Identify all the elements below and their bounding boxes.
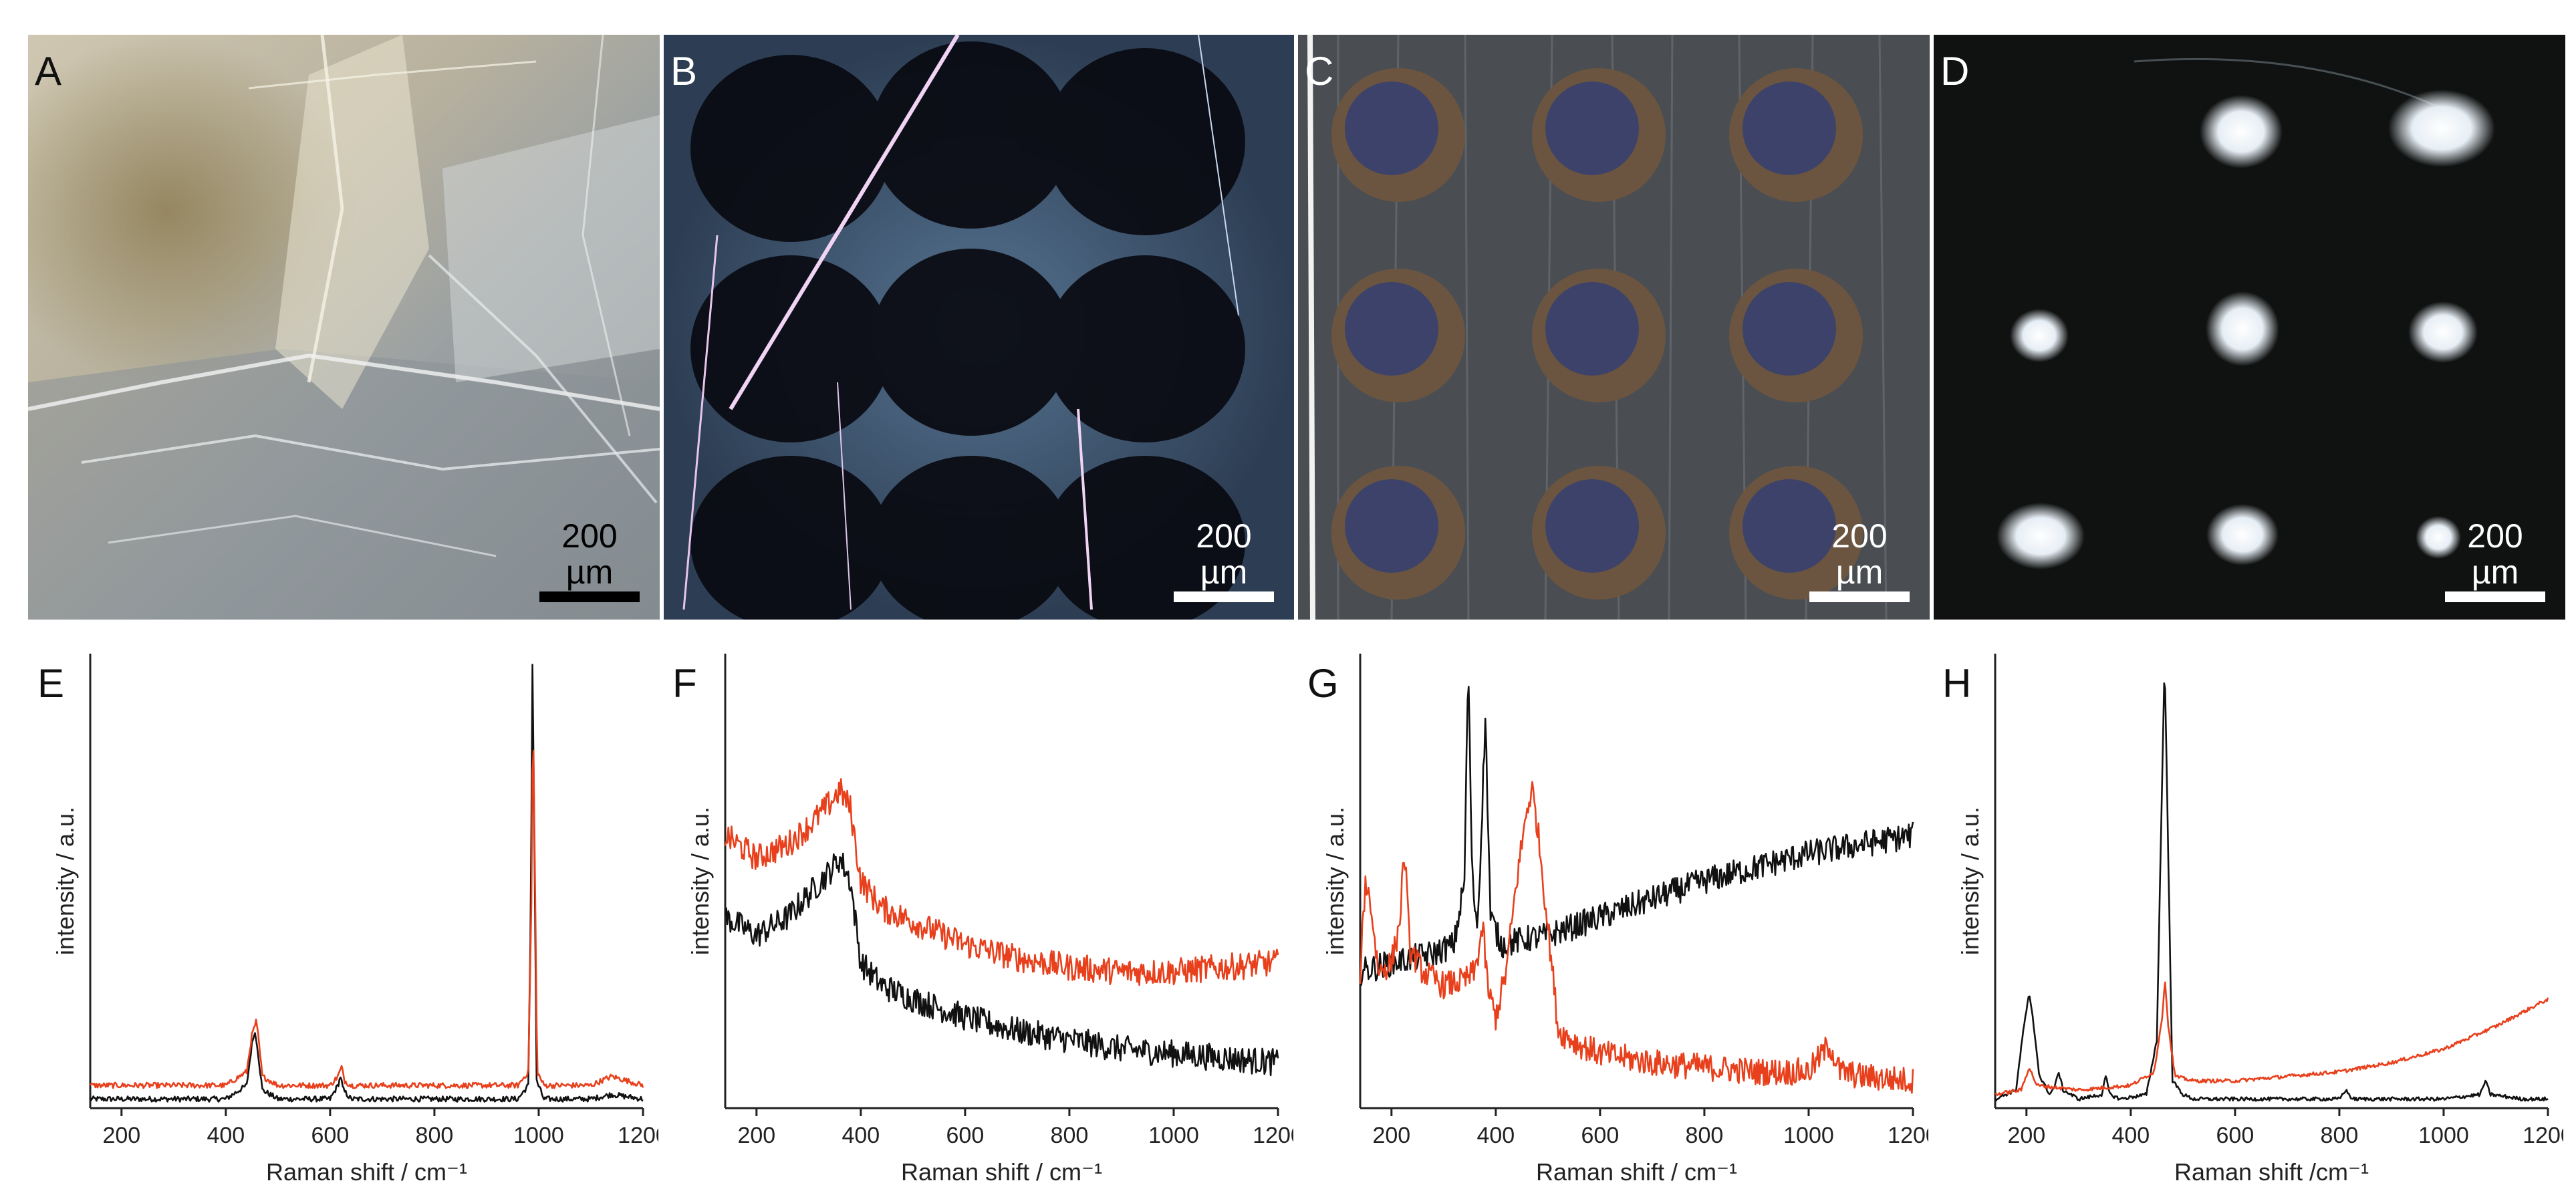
- scale-bar: 200 µm: [539, 518, 640, 602]
- scale-bar-label: 200 µm: [2467, 517, 2523, 591]
- scale-bar-label: 200 µm: [561, 517, 618, 591]
- x-tick-label: 1000: [513, 1123, 564, 1148]
- x-tick-label: 1000: [2418, 1123, 2469, 1148]
- x-tick-label: 600: [946, 1123, 985, 1148]
- x-tick-label: 400: [842, 1123, 880, 1148]
- raman-spectrum-g: 200 400 600 800 1000 1200 Raman shift / cm⁻¹ in…: [1321, 654, 1928, 1183]
- panel-letter: C: [1305, 49, 1334, 94]
- x-tick-label: 1200: [1253, 1123, 1293, 1148]
- scale-bar-line: [1174, 591, 1274, 602]
- x-axis-label: Raman shift / cm⁻¹: [1536, 1158, 1737, 1183]
- x-tick-label: 1000: [1783, 1123, 1834, 1148]
- y-axis-label: intensity / a.u.: [51, 807, 79, 955]
- y-axis-label: intensity / a.u.: [1321, 807, 1349, 955]
- chart-letter-e: E: [37, 661, 65, 706]
- x-axis-label: Raman shift / cm⁻¹: [901, 1158, 1102, 1183]
- x-tick-label: 800: [2321, 1123, 2359, 1148]
- bright-spots-image: [1934, 35, 2565, 620]
- x-tick-label: 400: [1476, 1123, 1515, 1148]
- scale-bar-line: [2445, 591, 2545, 602]
- x-tick-label: 800: [1051, 1123, 1089, 1148]
- x-tick-label: 600: [2216, 1123, 2255, 1148]
- series-red-line: [89, 749, 644, 1089]
- series-red-line: [1994, 981, 2549, 1097]
- x-axis-label: Raman shift / cm⁻¹: [266, 1158, 467, 1183]
- scale-bar-line: [1809, 591, 1910, 602]
- series-black-line: [1360, 686, 1914, 986]
- x-tick-label: 1200: [618, 1123, 658, 1148]
- x-tick-label: 1200: [1888, 1123, 1928, 1148]
- scale-bar: 200 µm: [2445, 518, 2545, 602]
- scale-bar-line: [539, 591, 640, 602]
- y-axis-label: intensity / a.u.: [686, 807, 714, 955]
- y-axis-label: intensity / a.u.: [1956, 807, 1984, 955]
- raman-spectrum-f: 200 400 600 800 1000 1200 Raman shift / cm⁻¹ in…: [686, 654, 1293, 1183]
- series-black-line: [724, 852, 1279, 1077]
- scale-bar: 200 µm: [1809, 518, 1910, 602]
- x-tick-label: 600: [1581, 1123, 1620, 1148]
- scale-bar-label: 200 µm: [1196, 517, 1252, 591]
- x-tick-label: 200: [2007, 1123, 2045, 1148]
- x-tick-label: 1000: [1148, 1123, 1199, 1148]
- panel-letter: B: [670, 49, 698, 94]
- raman-spectrum-e: 200 400 600 800 1000 1200 Raman shift / cm⁻¹ in…: [51, 654, 658, 1183]
- micrograph-c: C 200 µm: [1298, 35, 1930, 620]
- series-red-line: [1359, 781, 1914, 1094]
- raman-spectrum-h: 200 400 600 800 1000 1200 Raman shift /cm⁻¹ int…: [1956, 654, 2563, 1183]
- series-black-line: [1994, 682, 2549, 1102]
- micrograph-d: D 200 µm: [1934, 35, 2565, 620]
- x-tick-label: 1200: [2523, 1123, 2563, 1148]
- x-tick-label: 200: [102, 1123, 140, 1148]
- chart-letter-h: H: [1942, 661, 1972, 706]
- x-tick-label: 400: [207, 1123, 245, 1148]
- x-axis-label: Raman shift /cm⁻¹: [2174, 1158, 2369, 1183]
- chart-letter-f: F: [672, 661, 697, 706]
- x-tick-label: 400: [2111, 1123, 2150, 1148]
- x-tick-label: 200: [1372, 1123, 1410, 1148]
- micrograph-b: B 200 µm: [664, 35, 1294, 620]
- panel-letter: A: [35, 49, 62, 94]
- dark-surface-image: [664, 35, 1294, 620]
- x-tick-label: 800: [1686, 1123, 1724, 1148]
- panel-letter: D: [1940, 49, 1970, 94]
- series-black-line: [89, 664, 644, 1103]
- chart-letter-g: G: [1307, 661, 1339, 706]
- micrograph-a: A 200 µm: [28, 35, 660, 620]
- x-tick-label: 800: [416, 1123, 454, 1148]
- crystal-fragments-image: [28, 35, 660, 620]
- x-tick-label: 600: [311, 1123, 350, 1148]
- scale-bar: 200 µm: [1174, 518, 1274, 602]
- scale-bar-label: 200 µm: [1831, 517, 1888, 591]
- series-red-line: [724, 778, 1279, 986]
- x-tick-label: 200: [737, 1123, 775, 1148]
- pit-array-image: [1298, 35, 1930, 620]
